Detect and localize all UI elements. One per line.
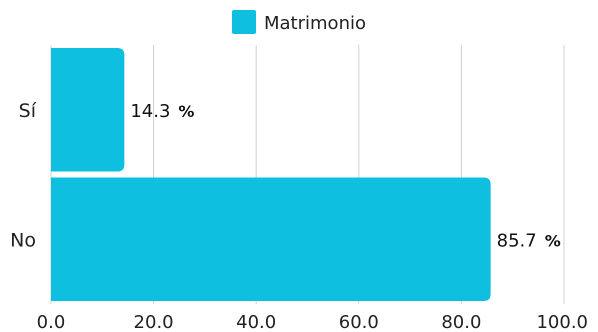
category-label: Sí [19, 100, 37, 122]
value-labels: 14.3 % 85.7% [130, 101, 560, 252]
value-label: 14.3 [130, 101, 170, 122]
value-unit-label: % [178, 102, 194, 121]
x-tick-label: 0.0 [37, 312, 66, 332]
legend-label: Matrimonio [264, 13, 366, 34]
x-tick-label: 40.0 [236, 312, 276, 332]
category-labels: Sí No [10, 100, 37, 252]
legend: Matrimonio [232, 10, 366, 34]
bar-si [51, 48, 125, 172]
x-tick-label: 80.0 [441, 312, 481, 332]
value-unit-label: % [545, 231, 561, 250]
bars [51, 48, 491, 301]
value-label: 85.7 [497, 230, 537, 251]
x-tick-label: 100.0 [536, 312, 588, 332]
x-tick-label: 60.0 [339, 312, 379, 332]
legend-swatch [232, 10, 256, 34]
x-tick-label: 20.0 [134, 312, 174, 332]
bar-no [51, 177, 491, 301]
x-axis-tick-labels: 0.0 20.0 40.0 60.0 80.0 100.0 [37, 312, 588, 332]
category-label: No [10, 229, 36, 251]
